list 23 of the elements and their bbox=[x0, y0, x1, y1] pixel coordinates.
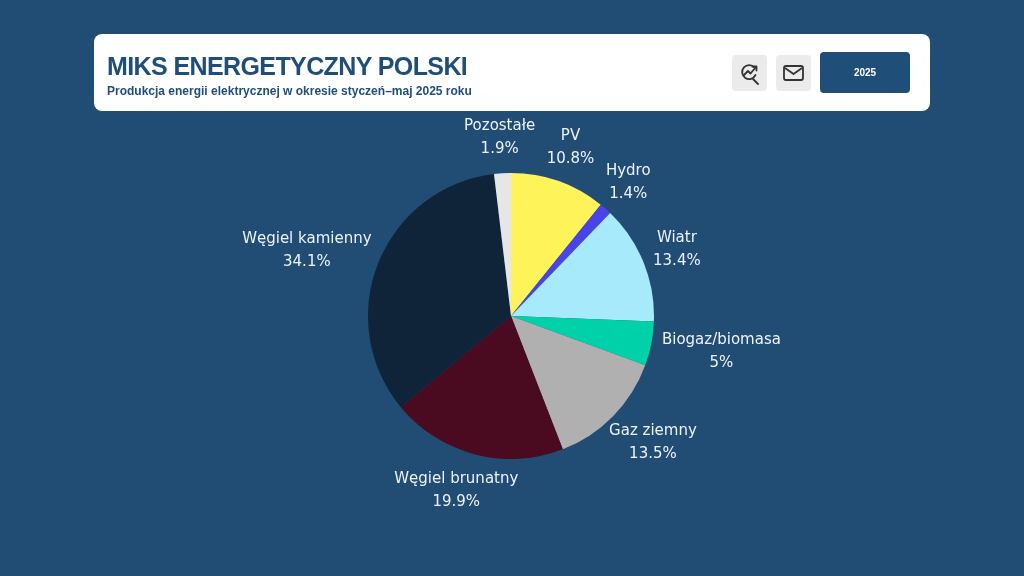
data-label: 13.5% bbox=[629, 444, 677, 463]
data-label: 1.4% bbox=[609, 183, 648, 202]
slice-label: Pozostałe bbox=[464, 116, 536, 135]
slice-label: Gaz ziemny bbox=[609, 421, 697, 440]
chart-subtitle: Produkcja energii elektrycznej w okresie styczeń–maj 2025 roku bbox=[107, 84, 472, 98]
pie-slice bbox=[511, 173, 601, 316]
pie-slice bbox=[511, 316, 654, 366]
chart-title: MIKS ENERGETYCZNY POLSKI bbox=[107, 52, 468, 80]
pie-slice bbox=[400, 316, 563, 459]
data-label: 1.9% bbox=[480, 139, 519, 158]
slice-label: Hydro bbox=[605, 160, 651, 179]
data-label: 19.9% bbox=[432, 492, 481, 511]
slice-label: Węgiel brunatny bbox=[394, 469, 519, 488]
data-label: 34.1% bbox=[283, 251, 331, 270]
slice-label: Węgiel kamienny bbox=[242, 228, 372, 247]
year-button: 2025 bbox=[820, 52, 910, 93]
pie-slice bbox=[511, 213, 654, 322]
data-label: 5% bbox=[709, 353, 734, 372]
slice-label: PV bbox=[560, 126, 581, 145]
slice-label: Wiatr bbox=[656, 228, 698, 247]
slice-label: Biogaz/biomasa bbox=[661, 330, 781, 349]
data-label: 13.4% bbox=[653, 251, 701, 270]
data-label: 10.8% bbox=[546, 149, 595, 168]
